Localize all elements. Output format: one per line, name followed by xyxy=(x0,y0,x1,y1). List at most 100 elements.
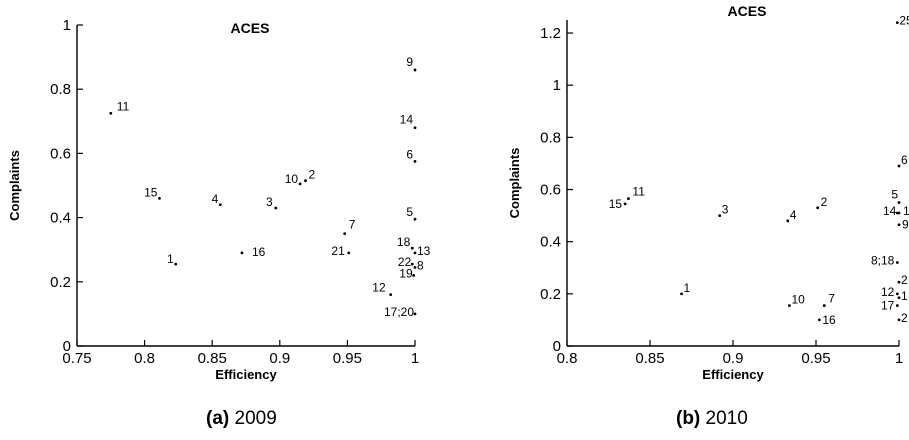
data-point-label: 3 xyxy=(266,195,273,209)
data-point-label: 2 xyxy=(821,195,828,209)
chart-panel-a: 0.75 0.8 0.85 0.9 0.95 100.20.40.60.81Efficie… xyxy=(7,17,431,382)
data-point-label: 11 xyxy=(117,99,130,113)
data-point-label: 2 xyxy=(308,168,315,182)
x-tick-label: 1 xyxy=(411,350,419,367)
caption-b-year: 2010 xyxy=(705,408,748,429)
data-point-label: 2 xyxy=(901,273,908,287)
data-point-label: 16 xyxy=(252,245,266,259)
data-point xyxy=(304,179,307,183)
data-point xyxy=(718,214,722,218)
data-point-label: 17;20 xyxy=(384,305,414,319)
data-point xyxy=(413,160,417,163)
data-point xyxy=(627,197,630,201)
data-point-label: 2 xyxy=(901,311,908,325)
data-point-label: 3 xyxy=(722,203,729,217)
data-point-label: 9 xyxy=(406,55,413,69)
data-point-label: 10 xyxy=(791,293,805,307)
data-point-label: 6 xyxy=(406,147,413,161)
data-point xyxy=(822,304,826,307)
y-tick-label: 1.2 xyxy=(540,25,561,42)
x-tick-label: 0.75 xyxy=(62,350,91,367)
y-tick-label: 0.2 xyxy=(540,286,561,303)
data-point-label: 15 xyxy=(609,197,623,211)
data-point-label: 1 xyxy=(684,281,691,295)
data-point-label: 5 xyxy=(891,188,898,202)
y-tick-label: 0.4 xyxy=(540,234,561,251)
y-tick-label: 0 xyxy=(553,338,561,355)
data-point xyxy=(897,296,901,300)
x-axis-title: Efficiency xyxy=(702,367,764,382)
data-point-label: 8;18 xyxy=(871,254,895,268)
data-point xyxy=(788,304,791,307)
data-point xyxy=(158,196,161,200)
chart-title: ACES xyxy=(231,20,270,36)
data-point xyxy=(786,219,790,223)
caption-a-letter: (a) xyxy=(206,408,230,429)
data-point xyxy=(174,262,178,266)
chart-panel-b: 0.8 0.85 0.9 0.95 100.20.40.60.811.2Efficien… xyxy=(507,3,909,382)
x-axis-title: Efficiency xyxy=(215,367,277,382)
data-point-label: 7 xyxy=(349,218,356,232)
x-tick-label: 0.85 xyxy=(635,350,664,367)
x-tick-label: 0.85 xyxy=(198,350,227,367)
data-point xyxy=(897,223,901,227)
data-point-label: 21 xyxy=(331,244,345,258)
data-point-label: 16 xyxy=(822,313,836,327)
data-point-label: 15 xyxy=(144,185,158,199)
data-point-label: 4 xyxy=(212,192,219,206)
data-point xyxy=(410,246,414,250)
data-point xyxy=(412,273,416,277)
y-tick-label: 0.8 xyxy=(540,129,561,146)
data-point xyxy=(895,261,899,264)
data-point xyxy=(109,111,113,115)
chart-title: ACES xyxy=(728,3,767,19)
data-point xyxy=(274,206,278,210)
data-point-label: 1 xyxy=(901,289,908,303)
y-tick-label: 0.4 xyxy=(50,210,71,227)
data-point-label: 4 xyxy=(790,208,797,222)
data-point xyxy=(895,292,899,296)
caption-b: (b) 2010 xyxy=(676,408,748,430)
caption-b-letter: (b) xyxy=(676,408,701,429)
data-point xyxy=(680,292,683,296)
data-point-label: 9 xyxy=(902,218,909,232)
y-axis-title: Complaints xyxy=(7,150,22,221)
data-point xyxy=(298,182,302,186)
data-point-label: 6 xyxy=(901,153,908,167)
data-point-label: 13 xyxy=(417,244,431,258)
y-tick-label: 0 xyxy=(63,338,71,355)
data-point-label: 22 xyxy=(398,255,412,269)
x-tick-label: 0.9 xyxy=(723,350,744,367)
data-point xyxy=(897,280,901,284)
data-point-label: 14 xyxy=(400,113,414,127)
data-point-label: 14 xyxy=(883,204,897,218)
data-point xyxy=(413,265,417,269)
data-point-label: 13 xyxy=(903,204,909,218)
data-point xyxy=(895,304,899,307)
x-tick-label: 0.95 xyxy=(801,350,830,367)
data-point xyxy=(389,293,393,297)
x-tick-label: 0.9 xyxy=(269,350,290,367)
y-tick-label: 1 xyxy=(63,17,71,34)
data-point xyxy=(816,206,820,210)
data-point-label: 18 xyxy=(397,235,411,249)
data-point xyxy=(240,251,244,255)
x-tick-label: 0.95 xyxy=(333,350,362,367)
data-point xyxy=(413,126,417,130)
data-point xyxy=(413,312,417,316)
x-tick-label: 0.8 xyxy=(134,350,155,367)
data-point-label: 10 xyxy=(285,172,299,186)
data-point-label: 25 xyxy=(899,14,909,28)
data-point xyxy=(623,202,627,206)
data-point-label: 19 xyxy=(399,266,413,280)
data-point-label: 11 xyxy=(632,185,645,199)
caption-a-year: 2009 xyxy=(234,408,277,429)
y-tick-label: 1 xyxy=(553,77,561,94)
data-point-label: 1 xyxy=(167,252,174,266)
data-point xyxy=(343,232,347,236)
x-tick-label: 1 xyxy=(895,350,903,367)
data-point xyxy=(897,164,901,168)
data-point xyxy=(897,318,901,322)
data-point xyxy=(218,203,222,207)
